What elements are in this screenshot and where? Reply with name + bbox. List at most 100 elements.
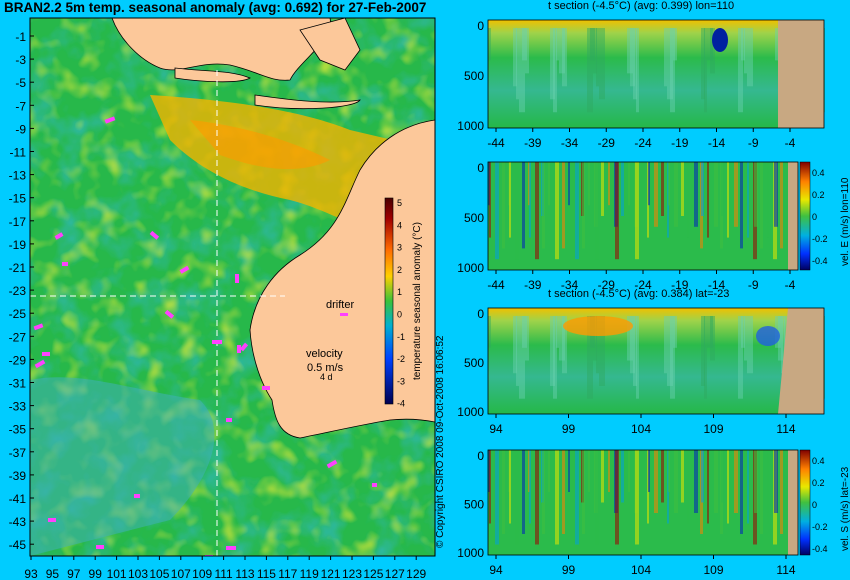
map-colorbar-tick: -1 [397,332,405,342]
velocity-duration: 4 d [320,372,333,382]
x-tick-label: 94 [489,563,503,577]
section-panel-3: t section (-4.5°C) (avg: 0.384) lat=-23 0… [457,288,825,436]
x-tick-label: -14 [708,278,726,292]
land-java [174,67,251,83]
velocity-axis-label: vel. S (m/s) lat=-23 [840,466,850,551]
lon-tick-label: 99 [89,567,103,580]
cold-anomaly-blob [712,28,728,52]
velocity-colorbar-tick: 0 [812,212,817,222]
land-mask [788,450,798,555]
velocity-colorbar-tick: 0 [812,500,817,510]
lat-tick-label: -33 [9,400,27,414]
map-colorbar-tick: -3 [397,376,405,386]
panel-frame [487,449,799,556]
lat-tick-label: -25 [9,307,27,321]
x-tick-label: -9 [748,278,759,292]
lat-tick-label: -11 [10,146,27,160]
x-tick-label: -44 [487,278,505,292]
lon-tick-label: 101 [107,567,127,580]
velocity-colorbar-tick: 0.2 [812,478,825,488]
map-colorbar-tick: 1 [397,287,402,297]
velocity-colorbar [799,449,811,556]
section-panel-1: t section (-4.5°C) (avg: 0.399) lon=110 0… [457,0,825,150]
lon-tick-label: 119 [300,567,319,580]
temperature-section-field [488,20,824,128]
velocity-colorbar-tick: -0.2 [812,522,828,532]
depth-tick-label: 1000 [457,546,484,560]
panel-title: t section (-4.5°C) (avg: 0.384) lat=-23 [548,288,729,300]
lat-tick-label: -19 [9,238,27,252]
panel-title: t section (-4.5°C) (avg: 0.399) lon=110 [548,0,734,12]
x-tick-label: 99 [562,563,576,577]
land-mask [778,308,824,414]
velocity-colorbar-tick: -0.4 [812,256,828,266]
drifter-label: drifter [326,299,354,311]
lat-tick-label: -21 [9,261,27,275]
lat-tick-label: -29 [9,353,27,367]
map-colorbar-tick: 5 [397,198,402,208]
x-tick-label: 94 [489,422,503,436]
page-title: BRAN2.2 5m temp. seasonal anomaly (avg: … [4,0,427,15]
velocity-value: 0.5 m/s [307,362,344,374]
lon-tick-labels: 93 95 97 99 101 103 105 107 109 111 113 115 117 119 12… [24,556,427,580]
map-colorbar-tick: -4 [397,399,405,409]
section-panels: t section (-4.5°C) (avg: 0.399) lon=110 0… [457,0,850,577]
land-mask [788,162,798,270]
drifter-markers [33,116,377,556]
map-colorbar-label: temperature seasonal anomaly (°C) [412,222,423,380]
panel-frame [487,19,825,129]
lon-tick-label: 123 [342,567,362,580]
lat-tick-label: -1 [15,30,26,44]
x-tick-label: 109 [703,563,723,577]
cool-anomaly-region [30,377,215,556]
depth-tick-label: 0 [477,307,484,321]
depth-tick-label: 1000 [457,119,484,133]
lat-tick-label: -39 [9,469,27,483]
x-tick-label: -24 [634,278,652,292]
velocity-colorbar-tick: 0.4 [812,456,825,466]
x-tick-label: -4 [785,278,796,292]
depth-tick-label: 0 [477,161,484,175]
lon-tick-label: 109 [192,567,212,580]
x-tick-label: -34 [561,136,579,150]
map-colorbar-tick: 4 [397,220,402,230]
map-frame [29,17,436,557]
map-colorbar [384,197,394,405]
lon-tick-label: 107 [171,567,191,580]
velocity-label: velocity [306,348,343,360]
x-tick-label: 114 [776,422,795,436]
lat-tick-label: -23 [9,284,27,298]
temperature-section-field [488,308,824,414]
x-tick-label: 104 [631,563,651,577]
velocity-colorbar [799,161,811,271]
x-tick-label: -19 [671,136,689,150]
x-tick-label: 109 [703,422,723,436]
depth-tick-label: 0 [477,19,484,33]
lat-tick-label: -45 [9,538,27,552]
map-colorbar-tick: 2 [397,265,402,275]
x-tick-label: -9 [748,136,759,150]
x-tick-label: -34 [561,278,579,292]
lat-tick-labels: -1 -3 -5 -7 -9 -11 -13 -15 -17 -19 -21 -23 -25 -27 -29… [9,30,34,552]
land-lesser-sunda [254,94,361,110]
lon-tick-label: 121 [321,567,341,580]
map-colorbar-tick: -2 [397,354,405,364]
x-tick-label: 114 [776,563,795,577]
lon-tick-label: 129 [406,567,426,580]
x-tick-label: -14 [708,136,726,150]
x-tick-label: 99 [562,422,576,436]
lat-tick-label: -5 [15,76,26,90]
lat-tick-label: -35 [9,423,27,437]
depth-tick-label: 0 [477,449,484,463]
lon-tick-label: 117 [278,567,297,580]
lat-tick-label: -13 [9,169,27,183]
lon-tick-label: 115 [257,567,276,580]
depth-tick-label: 500 [464,498,484,512]
lon-tick-label: 105 [149,567,169,580]
land-sumatra-borneo [111,18,331,81]
depth-tick-label: 500 [464,211,484,225]
depth-tick-label: 500 [464,69,484,83]
x-tick-label: -29 [598,136,616,150]
map-colorbar-tick: 0 [397,310,402,320]
